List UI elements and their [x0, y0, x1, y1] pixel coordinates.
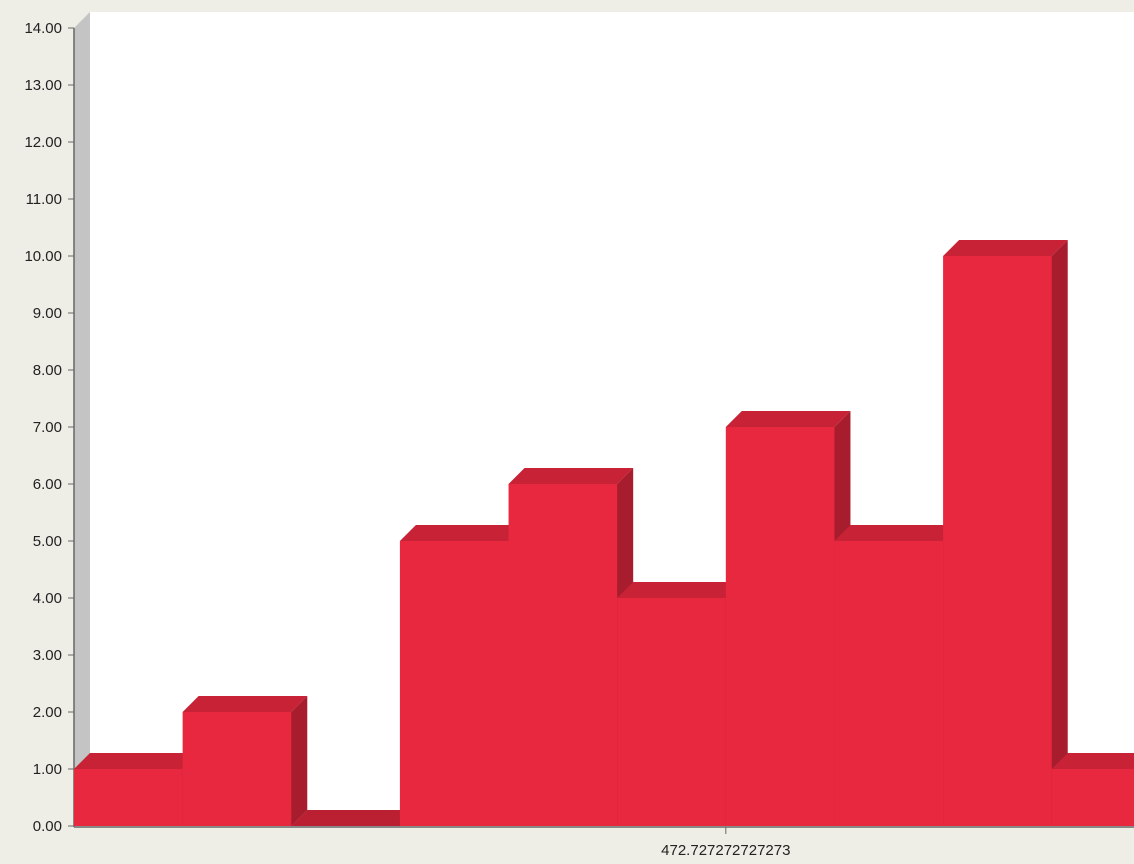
y-tick-label: 9.00 [33, 305, 62, 322]
bar-front [1051, 769, 1134, 826]
y-tick-label: 2.00 [33, 704, 62, 721]
histogram-bar [834, 525, 960, 826]
bar-front [508, 484, 618, 826]
y-tick-label: 14.00 [24, 20, 62, 37]
y-tick-label: 13.00 [24, 77, 62, 94]
y-tick-label: 12.00 [24, 134, 62, 151]
bar-side [291, 696, 308, 826]
y-tick-label: 4.00 [33, 590, 62, 607]
x-axis-ticks: 472.727272727273581.818181818182690.9090… [661, 827, 790, 859]
bar-top [725, 411, 851, 427]
bar-top [834, 525, 960, 541]
histogram-bar [617, 582, 742, 826]
histogram-bar [182, 696, 308, 826]
y-tick-label: 5.00 [33, 533, 62, 550]
y-tick-label: 8.00 [33, 362, 62, 379]
y-tick-label: 11.00 [26, 191, 62, 208]
histogram-bar [725, 411, 851, 826]
y-tick-label: 0.00 [33, 818, 62, 835]
bar-top [291, 810, 416, 826]
bar-side [1051, 240, 1068, 826]
histogram-bar [74, 753, 199, 826]
histogram-bar [291, 810, 416, 826]
bar-top [617, 582, 742, 598]
bar-top [508, 468, 634, 484]
y-axis-ticks: 0.00 1.00 2.00 3.00 4.00 5.00 6.00 7.00 8.00 9.00… [24, 20, 74, 835]
histogram-bars [74, 240, 1134, 826]
y-tick-label: 10.00 [24, 248, 62, 265]
bar-top [1051, 753, 1134, 769]
x-tick-label: 472.727272727273 [661, 842, 790, 859]
bar-front [725, 427, 836, 826]
histogram-bar [508, 468, 634, 826]
histogram-bar [1051, 753, 1134, 826]
bar-front [182, 712, 292, 826]
chart-left-wall [74, 12, 90, 826]
histogram-bar [943, 240, 1068, 826]
bar-top [399, 525, 525, 541]
y-tick-label: 3.00 [33, 647, 62, 664]
bar-front [834, 541, 944, 826]
y-tick-label: 1.00 [33, 761, 62, 778]
bar-top [182, 696, 308, 712]
bar-front [74, 769, 184, 826]
y-tick-label: 6.00 [33, 476, 62, 493]
bar-front [617, 598, 727, 826]
y-tick-label: 7.00 [33, 419, 62, 436]
histogram-bar [399, 525, 525, 826]
bar-front [943, 256, 1053, 826]
bar-front [399, 541, 510, 826]
bar-top [943, 240, 1068, 256]
bar-top [74, 753, 199, 769]
